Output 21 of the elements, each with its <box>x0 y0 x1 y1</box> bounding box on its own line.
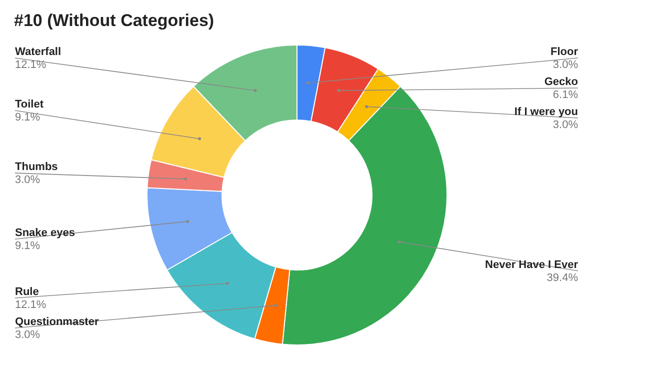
slice-label: Questionmaster <box>15 316 100 328</box>
data-label: 9.1% <box>15 112 40 124</box>
data-label: 3.0% <box>552 59 578 71</box>
data-label: 9.1% <box>15 240 40 252</box>
slice-label: Thumbs <box>15 161 58 174</box>
chart-title: #10 (Without Categories) <box>14 11 214 30</box>
slice-label: Gecko <box>544 76 578 88</box>
slice-label: Floor <box>550 46 579 58</box>
data-label: 3.0% <box>15 174 40 186</box>
data-label: 12.1% <box>15 59 46 71</box>
data-label: 12.1% <box>15 299 46 311</box>
data-label: 3.0% <box>15 329 40 341</box>
data-label: 39.4% <box>546 272 578 284</box>
slice-label: If I were you <box>514 106 578 118</box>
data-label: 6.1% <box>552 89 578 101</box>
slice-label: Toilet <box>15 98 44 110</box>
slice-label: Snake eyes <box>15 227 75 240</box>
slice-label: Waterfall <box>15 46 62 58</box>
data-label: 3.0% <box>552 119 578 131</box>
slice-label: Never Have I Ever <box>485 258 579 271</box>
slice-label: Rule <box>15 286 39 298</box>
